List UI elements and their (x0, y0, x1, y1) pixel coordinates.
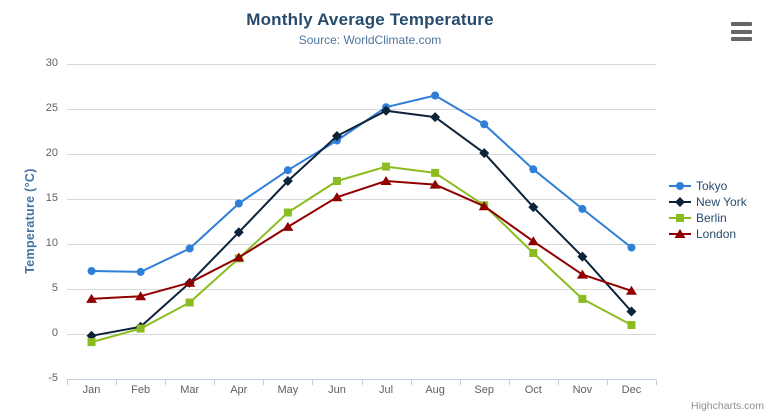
triangle-marker-icon (669, 229, 691, 238)
legend-item-tokyo[interactable]: Tokyo (669, 178, 747, 194)
legend-item-berlin[interactable]: Berlin (669, 210, 747, 226)
legend-item-london[interactable]: London (669, 226, 747, 242)
diamond-marker-icon (381, 105, 392, 116)
circle-marker-icon (87, 267, 96, 275)
triangle-marker-icon (674, 229, 686, 238)
triangle-marker-icon (184, 277, 196, 287)
triangle-marker-icon (331, 192, 343, 202)
diamond-marker-icon (577, 251, 588, 262)
circle-marker-icon (627, 243, 636, 252)
circle-marker-icon (669, 182, 691, 190)
circle-marker-icon (529, 165, 538, 174)
square-marker-icon (669, 214, 691, 222)
diamond-marker-icon (626, 306, 637, 317)
circle-marker-icon (480, 120, 489, 129)
triangle-marker-icon (86, 293, 98, 303)
circle-marker-icon (676, 182, 684, 190)
legend-label: Berlin (696, 211, 727, 225)
square-marker-icon (87, 338, 96, 347)
diamond-marker-icon (675, 197, 685, 207)
circle-marker-icon (234, 199, 243, 208)
triangle-marker-icon (135, 291, 147, 301)
diamond-marker-icon (528, 202, 539, 213)
diamond-marker-icon (430, 112, 441, 123)
square-marker-icon (332, 177, 341, 185)
legend-item-new-york[interactable]: New York (669, 194, 747, 210)
series-line-new-york[interactable] (90, 109, 633, 337)
square-marker-icon (382, 162, 391, 171)
triangle-marker-icon (527, 236, 539, 246)
legend-label: New York (696, 195, 747, 209)
square-marker-icon (676, 214, 684, 222)
triangle-marker-icon (625, 285, 637, 295)
chart-subtitle: Source: WorldClimate.com (298, 33, 442, 47)
credits-link[interactable]: Highcharts.com (691, 400, 764, 412)
hamburger-icon (731, 37, 752, 41)
triangle-marker-icon (282, 221, 294, 231)
legend-label: Tokyo (696, 179, 728, 193)
square-marker-icon (627, 321, 636, 329)
circle-marker-icon (185, 244, 194, 253)
legend: Tokyo New York Berlin London (669, 178, 747, 242)
circle-marker-icon (283, 166, 292, 175)
square-marker-icon (136, 324, 145, 333)
diamond-marker-icon (669, 197, 691, 207)
y-axis-title: Temperature (°C) (23, 168, 37, 274)
square-marker-icon (578, 294, 587, 303)
hamburger-icon (731, 29, 752, 34)
triangle-marker-icon (478, 201, 490, 211)
triangle-marker-icon (380, 176, 392, 185)
circle-marker-icon (136, 267, 145, 276)
diamond-marker-icon (282, 176, 293, 186)
diamond-marker-icon (479, 148, 490, 159)
square-marker-icon (185, 298, 194, 307)
series-line-tokyo[interactable] (90, 94, 633, 273)
square-marker-icon (529, 249, 538, 257)
triangle-marker-icon (233, 252, 245, 262)
triangle-marker-icon (429, 179, 441, 189)
legend-label: London (696, 227, 737, 241)
hamburger-icon (731, 22, 752, 26)
diamond-marker-icon (233, 227, 244, 238)
chart-title: Monthly Average Temperature (246, 10, 494, 29)
series-line-berlin[interactable] (90, 165, 633, 344)
diamond-marker-icon (331, 131, 342, 141)
circle-marker-icon (431, 91, 440, 100)
triangle-marker-icon (576, 269, 588, 279)
square-marker-icon (283, 208, 292, 217)
square-marker-icon (431, 168, 440, 177)
export-menu-button[interactable] (731, 22, 752, 41)
circle-marker-icon (578, 204, 587, 213)
series-line-london[interactable] (90, 180, 633, 300)
